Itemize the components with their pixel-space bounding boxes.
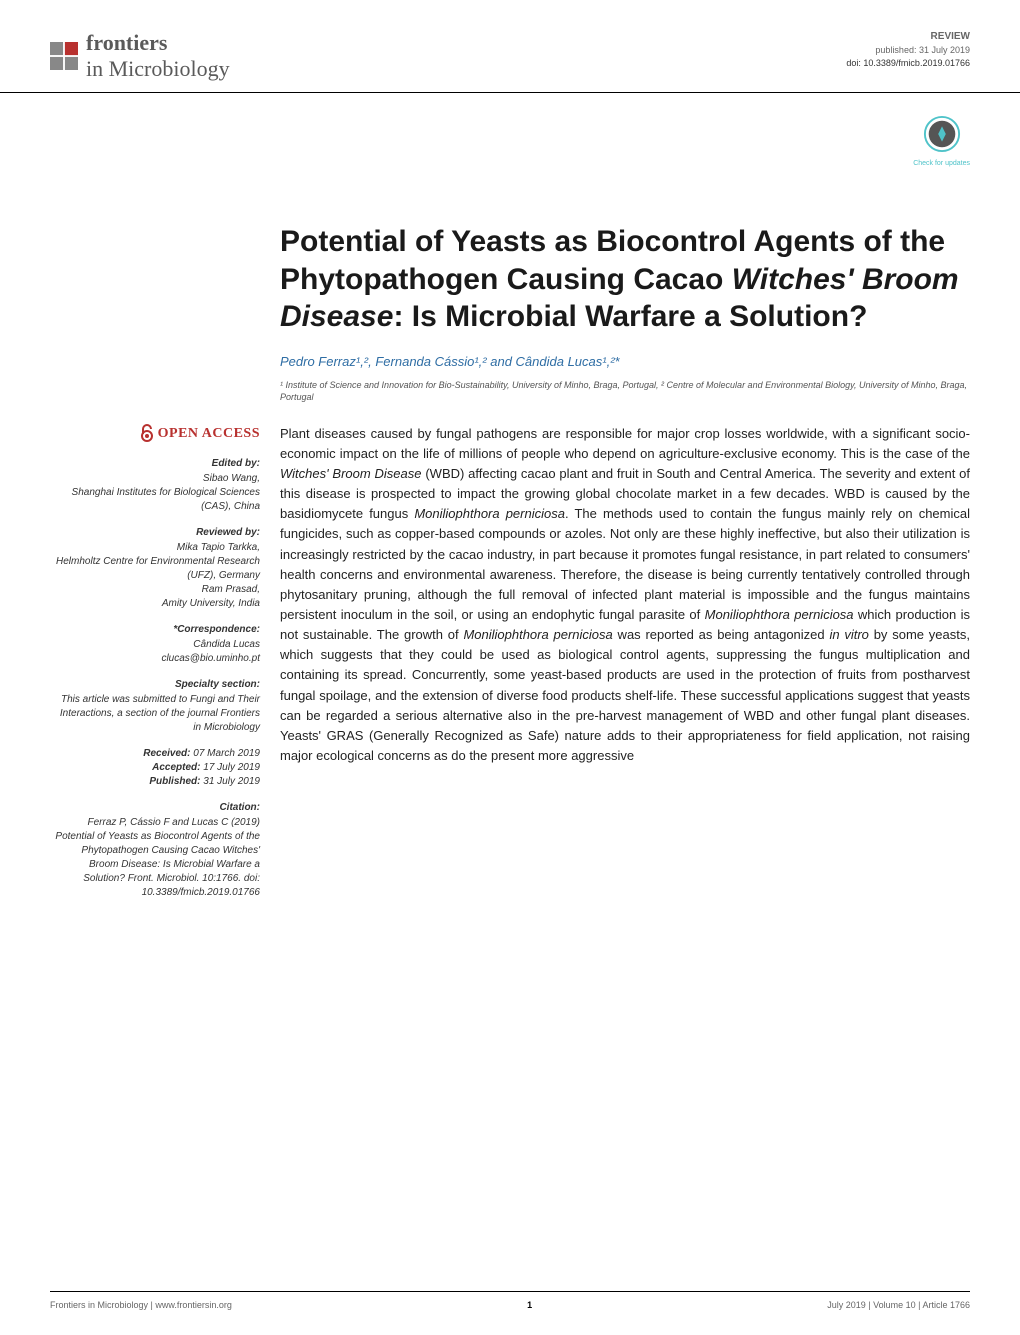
open-access-icon <box>140 424 154 442</box>
frontiers-logo-icon <box>50 42 78 70</box>
page-number: 1 <box>527 1300 532 1310</box>
open-access-text: OPEN ACCESS <box>158 426 260 441</box>
published-row: Published: 31 July 2019 <box>50 775 260 789</box>
abstract-italic-5: in vitro <box>829 627 868 642</box>
footer-left[interactable]: Frontiers in Microbiology | www.frontier… <box>50 1300 232 1310</box>
abstract-italic-1: Witches' Broom Disease <box>280 466 422 481</box>
published-date: published: 31 July 2019 <box>846 44 970 57</box>
journal-prefix: frontiers <box>86 30 167 55</box>
specialty-heading: Specialty section: <box>50 678 260 692</box>
abstract-seg-1: Plant diseases caused by fungal pathogen… <box>280 426 970 461</box>
received-row: Received: 07 March 2019 <box>50 747 260 761</box>
correspondence-email[interactable]: clucas@bio.uminho.pt <box>50 652 260 666</box>
reviewer2-affil: Amity University, India <box>50 597 260 611</box>
page-header: frontiersin Microbiology REVIEW publishe… <box>0 0 1020 93</box>
edited-by-heading: Edited by: <box>50 457 260 471</box>
main-content: OPEN ACCESS Edited by: Sibao Wang, Shang… <box>50 424 970 913</box>
abstract-italic-4: Moniliophthora perniciosa <box>463 627 612 642</box>
doi-link[interactable]: doi: 10.3389/fmicb.2019.01766 <box>846 57 970 70</box>
correspondence-heading: *Correspondence: <box>50 623 260 637</box>
title-block: Potential of Yeasts as Biocontrol Agents… <box>280 223 970 404</box>
abstract-seg-5: was reported as being antagonized <box>613 627 830 642</box>
authors-line: Pedro Ferraz¹,², Fernanda Cássio¹,² and … <box>280 354 970 369</box>
edited-by-section: Edited by: Sibao Wang, Shanghai Institut… <box>50 457 260 514</box>
open-access-label: OPEN ACCESS <box>50 424 260 444</box>
reviewed-by-heading: Reviewed by: <box>50 526 260 540</box>
reviewer1-name: Mika Tapio Tarkka, <box>50 541 260 555</box>
abstract-italic-2: Moniliophthora perniciosa <box>414 506 565 521</box>
citation-section: Citation: Ferraz P, Cássio F and Lucas C… <box>50 801 260 900</box>
correspondence-section: *Correspondence: Cândida Lucas clucas@bi… <box>50 623 260 666</box>
footer-right: July 2019 | Volume 10 | Article 1766 <box>827 1300 970 1310</box>
article-type: REVIEW <box>846 30 970 44</box>
sidebar: OPEN ACCESS Edited by: Sibao Wang, Shang… <box>50 424 260 913</box>
editor-affil: Shanghai Institutes for Biological Scien… <box>50 486 260 514</box>
check-updates-label: Check for updates <box>913 160 970 167</box>
accepted-row: Accepted: 17 July 2019 <box>50 761 260 775</box>
title-part-2: : Is Microbial Warfare a Solution? <box>393 300 867 333</box>
header-meta: REVIEW published: 31 July 2019 doi: 10.3… <box>846 30 970 69</box>
published-label: Published: <box>149 776 200 787</box>
correspondence-name: Cândida Lucas <box>50 638 260 652</box>
editor-name: Sibao Wang, <box>50 472 260 486</box>
specialty-section: Specialty section: This article was subm… <box>50 678 260 735</box>
journal-logo: frontiersin Microbiology <box>50 30 230 82</box>
abstract-italic-3: Moniliophthora perniciosa <box>705 607 854 622</box>
journal-title: frontiersin Microbiology <box>86 30 230 82</box>
abstract-text: Plant diseases caused by fungal pathogen… <box>280 424 970 913</box>
dates-section: Received: 07 March 2019 Accepted: 17 Jul… <box>50 747 260 789</box>
published-date-sidebar: 31 July 2019 <box>203 776 260 787</box>
reviewed-by-section: Reviewed by: Mika Tapio Tarkka, Helmholt… <box>50 526 260 611</box>
check-updates-badge[interactable]: Check for updates <box>913 115 970 167</box>
page-footer: Frontiers in Microbiology | www.frontier… <box>50 1291 970 1310</box>
reviewer2-name: Ram Prasad, <box>50 583 260 597</box>
check-updates-icon <box>923 115 961 153</box>
accepted-date: 17 July 2019 <box>203 762 260 773</box>
reviewer1-affil: Helmholtz Centre for Environmental Resea… <box>50 555 260 583</box>
affiliations: ¹ Institute of Science and Innovation fo… <box>280 379 970 404</box>
specialty-text: This article was submitted to Fungi and … <box>50 693 260 735</box>
abstract-seg-3: . The methods used to contain the fungus… <box>280 506 970 622</box>
received-label: Received: <box>143 748 190 759</box>
article-title: Potential of Yeasts as Biocontrol Agents… <box>280 223 970 336</box>
accepted-label: Accepted: <box>152 762 200 773</box>
abstract-seg-6: by some yeasts, which suggests that they… <box>280 627 970 763</box>
citation-heading: Citation: <box>50 801 260 815</box>
journal-name-text: in Microbiology <box>86 56 230 81</box>
received-date: 07 March 2019 <box>193 748 260 759</box>
citation-text: Ferraz P, Cássio F and Lucas C (2019) Po… <box>50 816 260 900</box>
